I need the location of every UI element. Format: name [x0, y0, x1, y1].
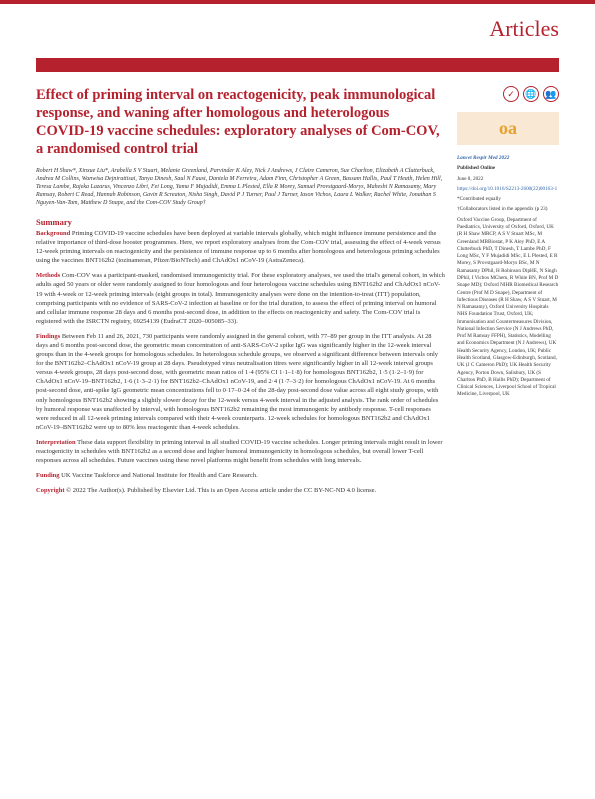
interpretation-text: These data support flexibility in primin…: [36, 439, 443, 464]
interpretation-label: Interpretation: [36, 439, 76, 446]
header-divider: [36, 58, 559, 72]
funding-section: Funding UK Vaccine Taskforce and Nationa…: [36, 471, 445, 480]
oa-label: oa: [463, 118, 553, 139]
collaborators-note: †Collaborators listed in the appendix (p…: [457, 206, 559, 213]
pub-date: June 8, 2022: [457, 176, 559, 183]
page-header: Articles: [0, 4, 595, 50]
copyright-section: Copyright © 2022 The Author(s). Publishe…: [36, 486, 445, 495]
pub-online-label: Published Online: [457, 165, 559, 172]
funding-text: UK Vaccine Taskforce and National Instit…: [61, 472, 258, 479]
methods-section: Methods Com-COV was a participant-masked…: [36, 271, 445, 326]
sidebar-column: ✓ 🌐 👥 oa Lancet Respir Med 2022 Publishe…: [457, 86, 559, 501]
doi-link[interactable]: https://doi.org/10.1016/S2213-2600(22)00…: [457, 186, 559, 193]
open-access-badge: oa: [457, 112, 559, 145]
sidebar-metadata: Lancet Respir Med 2022 Published Online …: [457, 155, 559, 399]
author-list: Robert H Shaw*, Xinxue Liu*, Arabella S …: [36, 167, 445, 207]
findings-text: Between Feb 11 and 26, 2021, 730 partici…: [36, 333, 438, 431]
background-label: Background: [36, 230, 70, 237]
findings-label: Findings: [36, 333, 60, 340]
interpretation-section: Interpretation These data support flexib…: [36, 438, 445, 465]
affiliations: Oxford Vaccine Group, Department of Paed…: [457, 217, 559, 399]
access-icons: ✓ 🌐 👥: [457, 86, 559, 102]
crossmark-icon[interactable]: ✓: [503, 86, 519, 102]
methods-label: Methods: [36, 272, 60, 279]
content-wrapper: Effect of priming interval on reactogeni…: [0, 72, 595, 501]
article-title: Effect of priming interval on reactogeni…: [36, 86, 445, 159]
main-column: Effect of priming interval on reactogeni…: [36, 86, 445, 501]
background-text: Priming COVID-19 vaccine schedules have …: [36, 230, 441, 264]
findings-section: Findings Between Feb 11 and 26, 2021, 73…: [36, 332, 445, 432]
copyright-label: Copyright: [36, 487, 65, 494]
journal-name: Lancet Respir Med 2022: [457, 155, 559, 162]
summary-heading: Summary: [36, 217, 445, 227]
contributed-note: *Contributed equally: [457, 196, 559, 203]
background-section: Background Priming COVID-19 vaccine sche…: [36, 229, 445, 265]
methods-text: Com-COV was a participant-masked, random…: [36, 272, 445, 324]
funding-label: Funding: [36, 472, 60, 479]
globe-icon[interactable]: 🌐: [523, 86, 539, 102]
copyright-text: © 2022 The Author(s). Published by Elsev…: [66, 487, 376, 494]
section-label: Articles: [36, 16, 559, 42]
people-icon[interactable]: 👥: [543, 86, 559, 102]
